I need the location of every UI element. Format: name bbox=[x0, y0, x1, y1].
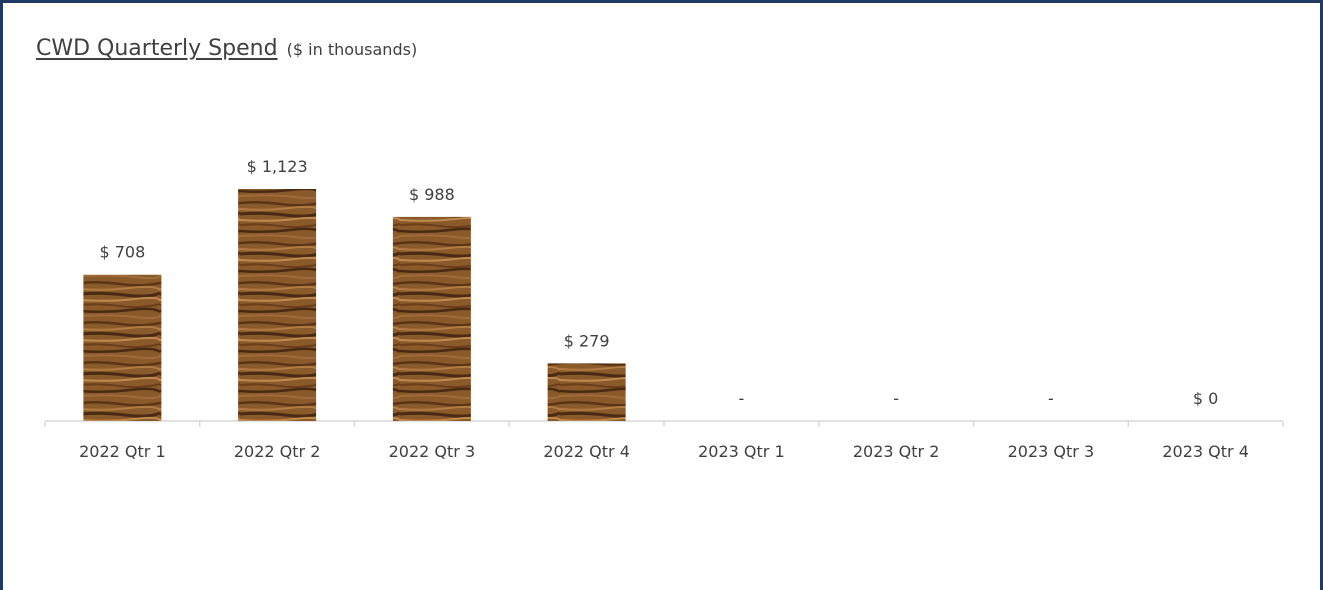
bar-2022-qtr-2 bbox=[238, 189, 317, 421]
chart-title-block: CWD Quarterly Spend ($ in thousands) bbox=[36, 36, 417, 61]
data-labels-group: $ 708 $ 1,123 $ 988 $ 279 - - - $ 0 bbox=[99, 157, 1218, 408]
x-axis-ticks bbox=[44, 421, 1284, 427]
data-label: - bbox=[738, 389, 744, 408]
data-label: $ 1,123 bbox=[247, 157, 308, 176]
bar-2022-qtr-4 bbox=[547, 363, 626, 421]
data-label: $ 708 bbox=[99, 243, 145, 262]
category-label: 2023 Qtr 1 bbox=[698, 442, 785, 461]
data-label: - bbox=[893, 389, 899, 408]
data-label: $ 988 bbox=[409, 185, 455, 204]
category-label: 2022 Qtr 1 bbox=[79, 442, 166, 461]
data-label: $ 0 bbox=[1193, 389, 1218, 408]
category-labels-group: 2022 Qtr 1 2022 Qtr 2 2022 Qtr 3 2022 Qtr 4… bbox=[79, 442, 1249, 461]
chart-title: CWD Quarterly Spend bbox=[36, 36, 278, 61]
category-label: 2022 Qtr 2 bbox=[234, 442, 321, 461]
category-label: 2023 Qtr 2 bbox=[853, 442, 940, 461]
bar-2022-qtr-3 bbox=[392, 216, 471, 421]
category-label: 2023 Qtr 4 bbox=[1162, 442, 1249, 461]
chart-subtitle: ($ in thousands) bbox=[286, 40, 418, 59]
category-label: 2023 Qtr 3 bbox=[1008, 442, 1095, 461]
bar-2022-qtr-1 bbox=[83, 274, 162, 421]
bars-group bbox=[83, 189, 626, 421]
category-label: 2022 Qtr 4 bbox=[543, 442, 630, 461]
data-label: - bbox=[1048, 389, 1054, 408]
category-label: 2022 Qtr 3 bbox=[389, 442, 476, 461]
data-label: $ 279 bbox=[564, 331, 610, 350]
